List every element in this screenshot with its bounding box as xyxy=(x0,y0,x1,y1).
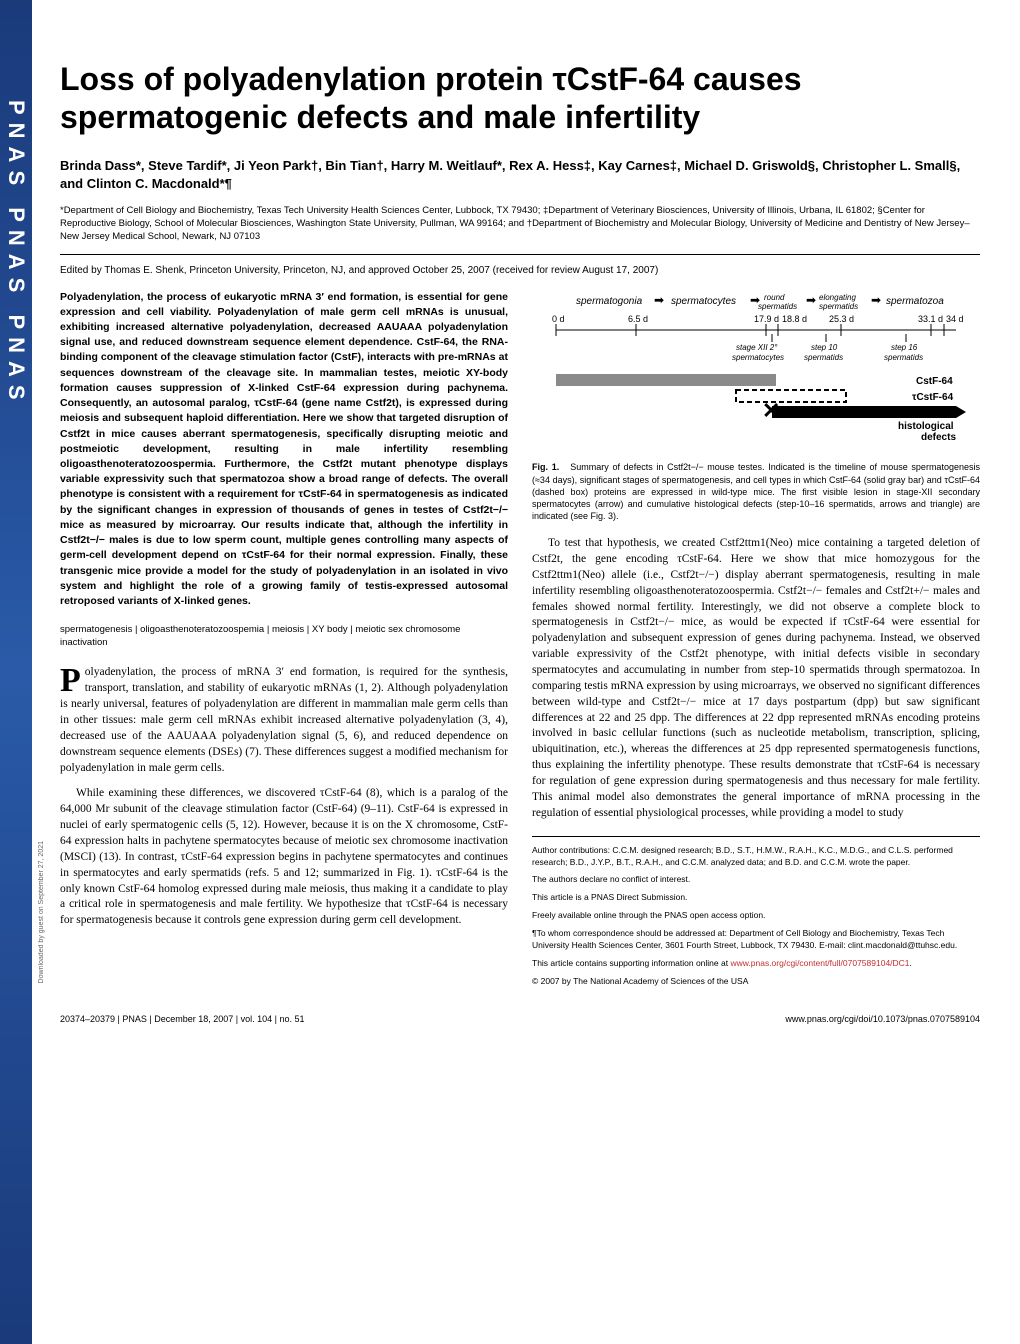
conflict-statement: The authors declare no conflict of inter… xyxy=(532,874,980,886)
download-note: Downloaded by guest on September 27, 202… xyxy=(38,841,45,983)
svg-text:defects: defects xyxy=(921,432,956,443)
svg-text:spermatogonia: spermatogonia xyxy=(576,296,643,307)
divider xyxy=(60,254,980,255)
svg-text:25.3 d: 25.3 d xyxy=(829,314,854,324)
svg-text:spermatocytes: spermatocytes xyxy=(732,353,784,362)
svg-text:0 d: 0 d xyxy=(552,314,565,324)
intro-para-2: While examining these differences, we di… xyxy=(60,786,508,929)
svg-text:elongating: elongating xyxy=(819,293,856,302)
svg-text:18.8 d: 18.8 d xyxy=(782,314,807,324)
author-contributions: Author contributions: C.C.M. designed re… xyxy=(532,845,980,869)
results-para: To test that hypothesis, we created Cstf… xyxy=(532,536,980,821)
intro-para-1: Polyadenylation, the process of mRNA 3′ … xyxy=(60,665,508,776)
copyright: © 2007 by The National Academy of Scienc… xyxy=(532,976,980,988)
supporting-link[interactable]: www.pnas.org/cgi/content/full/0707589104… xyxy=(730,958,909,968)
footer-left: 20374–20379 | PNAS | December 18, 2007 |… xyxy=(60,1014,305,1024)
affiliations: *Department of Cell Biology and Biochemi… xyxy=(60,205,980,243)
open-access: Freely available online through the PNAS… xyxy=(532,910,980,922)
author-list: Brinda Dass*, Steve Tardif*, Ji Yeon Par… xyxy=(60,157,980,193)
footer-right: www.pnas.org/cgi/doi/10.1073/pnas.070758… xyxy=(785,1014,980,1024)
svg-text:round: round xyxy=(764,293,785,302)
svg-text:34 d: 34 d xyxy=(946,314,964,324)
svg-text:spermatids: spermatids xyxy=(804,353,843,362)
svg-text:17.9 d: 17.9 d xyxy=(754,314,779,324)
figure-1-caption: Fig. 1. Summary of defects in Cstf2t−/− … xyxy=(532,461,980,522)
figure-1-diagram: spermatogonia ➡ spermatocytes ➡ round sp… xyxy=(532,290,980,450)
svg-text:τCstF-64: τCstF-64 xyxy=(912,392,954,403)
svg-text:stage XII 2°: stage XII 2° xyxy=(736,343,778,352)
article-title: Loss of polyadenylation protein τCstF-64… xyxy=(60,60,980,137)
svg-text:spermatids: spermatids xyxy=(758,302,797,311)
supporting-text: This article contains supporting informa… xyxy=(532,958,730,968)
svg-text:➡: ➡ xyxy=(806,293,816,307)
page-footer: 20374–20379 | PNAS | December 18, 2007 |… xyxy=(60,1014,980,1024)
svg-text:CstF-64: CstF-64 xyxy=(916,376,953,387)
right-column: spermatogonia ➡ spermatocytes ➡ round sp… xyxy=(532,290,980,994)
left-column: Polyadenylation, the process of eukaryot… xyxy=(60,290,508,994)
svg-text:✕: ✕ xyxy=(762,398,780,423)
svg-text:6.5 d: 6.5 d xyxy=(628,314,648,324)
fig-caption-text: Summary of defects in Cstf2t−/− mouse te… xyxy=(532,462,980,521)
svg-text:spermatids: spermatids xyxy=(884,353,923,362)
dropcap: P xyxy=(60,665,85,696)
two-column-layout: Polyadenylation, the process of eukaryot… xyxy=(60,290,980,994)
svg-text:spermatids: spermatids xyxy=(819,302,858,311)
supporting-info: This article contains supporting informa… xyxy=(532,958,980,970)
svg-text:step 16: step 16 xyxy=(891,343,918,352)
footnotes: Author contributions: C.C.M. designed re… xyxy=(532,836,980,988)
page-content: Loss of polyadenylation protein τCstF-64… xyxy=(60,0,980,1024)
abstract: Polyadenylation, the process of eukaryot… xyxy=(60,290,508,610)
svg-text:➡: ➡ xyxy=(871,293,881,307)
svg-text:➡: ➡ xyxy=(654,293,664,307)
correspondence: ¶To whom correspondence should be addres… xyxy=(532,928,980,952)
submission-type: This article is a PNAS Direct Submission… xyxy=(532,892,980,904)
svg-text:histological: histological xyxy=(898,421,954,432)
svg-text:spermatocytes: spermatocytes xyxy=(671,296,736,307)
edited-by: Edited by Thomas E. Shenk, Princeton Uni… xyxy=(60,265,980,276)
svg-text:33.1 d: 33.1 d xyxy=(918,314,943,324)
figure-1: spermatogonia ➡ spermatocytes ➡ round sp… xyxy=(532,290,980,523)
svg-text:step 10: step 10 xyxy=(811,343,838,352)
svg-text:spermatozoa: spermatozoa xyxy=(886,296,944,307)
pnas-sidebar: PNAS PNAS PNAS xyxy=(0,0,32,1344)
para1-text: olyadenylation, the process of mRNA 3′ e… xyxy=(60,666,508,773)
keywords: spermatogenesis | oligoasthenoteratozoos… xyxy=(60,623,508,649)
